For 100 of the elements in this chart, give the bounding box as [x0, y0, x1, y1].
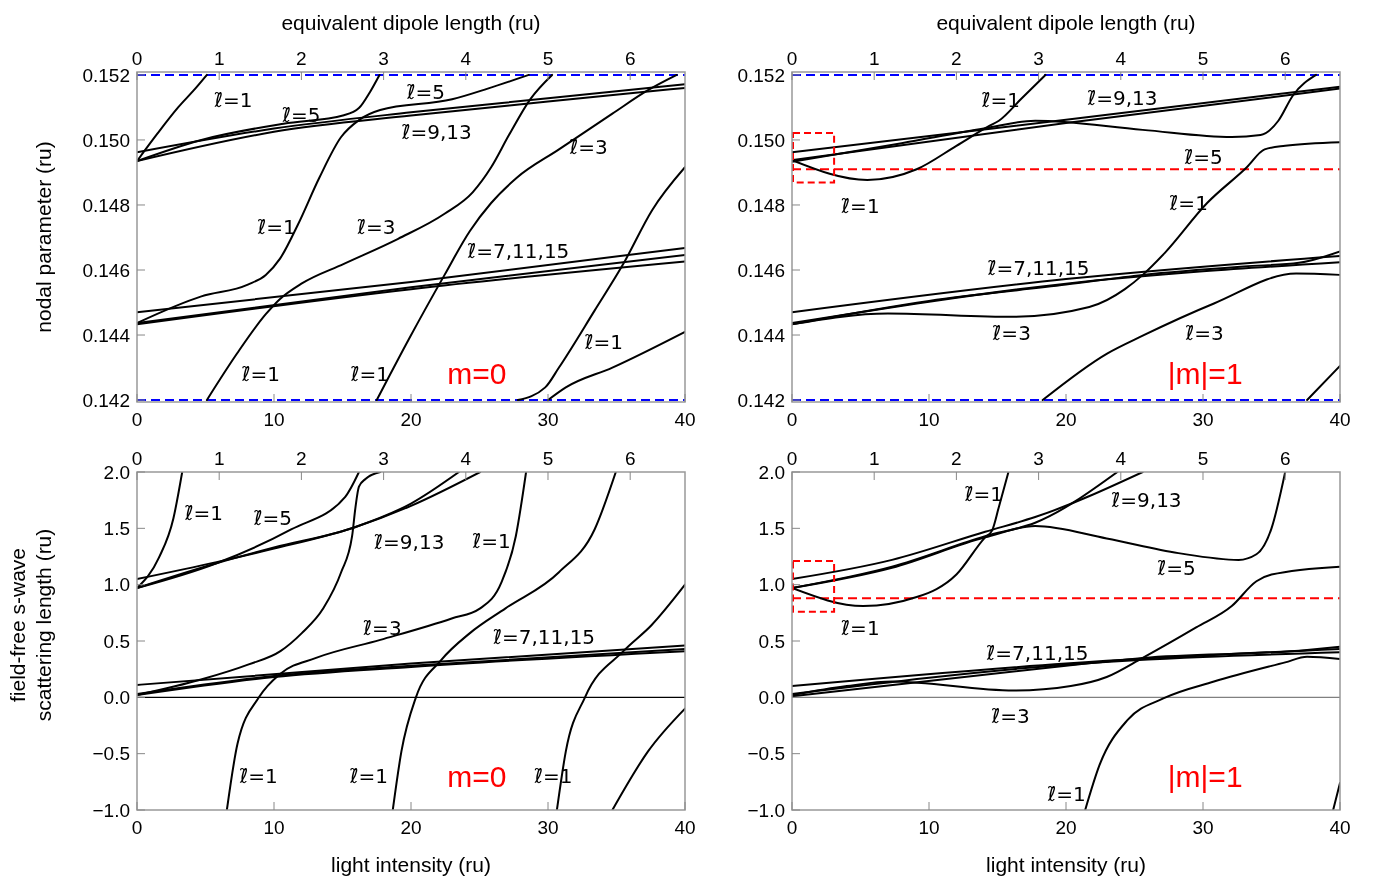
y-tick-label: 0.148 [737, 194, 785, 216]
annotation: ℓ̃=7,11,15 [492, 624, 596, 649]
annotation: ℓ̃=1 [471, 528, 511, 553]
x2-tick-label: 1 [868, 448, 880, 469]
x2-tick-label: 5 [542, 448, 554, 469]
x2-tick-label: 0 [131, 448, 143, 469]
y-tick-label: 0.0 [758, 686, 785, 708]
x2-tick-label: 3 [1033, 48, 1044, 69]
annotation: ℓ̃=1 [213, 88, 253, 113]
x-tick-label: 20 [1055, 817, 1077, 838]
annotation: ℓ̃=5 [406, 80, 445, 105]
annotation: ℓ̃=7,11,15 [466, 238, 570, 263]
annotation: ℓ̃=1 [257, 215, 296, 240]
x-tick-label: 40 [674, 409, 696, 430]
y-tick-label: 0.146 [737, 259, 785, 281]
annotation: ℓ̃=3 [362, 616, 402, 641]
x2-tick-label: 2 [296, 48, 307, 69]
annotation: ℓ̃=1 [981, 88, 1020, 113]
x2-tick-label: 5 [1197, 48, 1209, 69]
y-tick-label: 1.0 [103, 574, 130, 596]
x-tick-label: 10 [918, 409, 940, 430]
annotation: ℓ̃=9,13 [401, 120, 472, 145]
y-tick-label: 0.5 [103, 630, 130, 652]
x2-tick-label: 5 [1197, 448, 1209, 469]
y-tick-label: 0.148 [82, 194, 130, 216]
annotation: |m|=1 [1167, 357, 1243, 391]
annotation: ℓ̃=1 [349, 763, 388, 788]
annotation: m=0 [447, 759, 507, 793]
annotation: ℓ̃=1 [239, 763, 278, 788]
annotation: ℓ̃=1 [840, 616, 880, 641]
x2-tick-label: 0 [786, 48, 798, 69]
y-tick-label: 0.152 [737, 64, 785, 86]
x2-tick-label: 4 [460, 448, 472, 469]
y-tick-label: −0.5 [92, 743, 130, 765]
x2-tick-label: 5 [542, 48, 554, 69]
annotation: ℓ̃=5 [1183, 145, 1223, 170]
annotation: m=0 [447, 357, 507, 391]
y-tick-label: 1.5 [103, 517, 130, 539]
annotation: ℓ̃=5 [1157, 555, 1196, 580]
annotation: ℓ̃=1 [1169, 191, 1208, 216]
annotation: ℓ̃=1 [964, 481, 1003, 506]
x-tick-label: 0 [786, 409, 798, 430]
x2-tick-label: 4 [460, 48, 472, 69]
y-tick-label: 0.144 [82, 324, 131, 346]
y-tick-label: 2.0 [758, 461, 785, 483]
x2-tick-label: 4 [1115, 448, 1127, 469]
y-tick-label: −0.5 [747, 743, 785, 765]
y-tick-label: 2.0 [103, 461, 130, 483]
annotation: ℓ̃=3 [1185, 321, 1224, 346]
x2-tick-label: 3 [1033, 448, 1044, 469]
x-tick-label: 30 [537, 409, 559, 430]
annotation: ℓ̃=9,13 [1086, 86, 1158, 111]
y-tick-label: 1.5 [758, 517, 785, 539]
x2-tick-label: 1 [213, 48, 225, 69]
x2-tick-label: 1 [213, 448, 225, 469]
annotation: ℓ̃=1 [184, 500, 223, 525]
x2-tick-label: 1 [868, 48, 880, 69]
y-tick-label: 0.142 [82, 389, 130, 411]
x-tick-label: 0 [786, 817, 798, 838]
y-tick-label: 0.5 [758, 630, 785, 652]
y-tick-label: 0.142 [737, 389, 785, 411]
x2-tick-label: 6 [1279, 448, 1291, 469]
x-tick-label: 30 [537, 817, 559, 838]
annotation: ℓ̃=3 [356, 215, 396, 240]
annotation: ℓ̃=3 [568, 134, 608, 159]
x-tick-label: 10 [263, 817, 285, 838]
y-tick-label: 1.0 [758, 574, 785, 596]
annotation: ℓ̃=3 [992, 321, 1031, 346]
y-tick-label: −1.0 [747, 799, 785, 821]
y-axis-title: nodal parameter (ru) [32, 141, 55, 333]
x-tick-label: 20 [400, 409, 422, 430]
x-tick-label: 0 [131, 817, 143, 838]
x2-axis-title: equivalent dipole length (ru) [281, 11, 541, 34]
y-tick-label: 0.152 [82, 64, 130, 86]
x-tick-label: 40 [1329, 817, 1351, 838]
annotation: |m|=1 [1167, 759, 1243, 793]
y-tick-label: 0.0 [103, 686, 130, 708]
x-axis-title: light intensity (ru) [331, 853, 491, 876]
y-tick-label: 0.150 [82, 129, 130, 151]
x-tick-label: 20 [400, 817, 422, 838]
x-tick-label: 40 [674, 817, 696, 838]
x2-tick-label: 2 [296, 448, 307, 469]
x-tick-label: 40 [1329, 409, 1351, 430]
x2-tick-label: 6 [624, 448, 636, 469]
annotation: ℓ̃=7,11,15 [986, 641, 1089, 666]
x-tick-label: 10 [263, 409, 285, 430]
y-axis-title: field-free s-wave scattering length (ru) [6, 528, 55, 722]
annotation: ℓ̃=7,11,15 [987, 256, 1090, 281]
x2-tick-label: 6 [1279, 48, 1291, 69]
x-tick-label: 10 [918, 817, 940, 838]
annotation: ℓ̃=1 [241, 361, 280, 386]
x2-tick-label: 3 [378, 448, 389, 469]
x-axis-title: light intensity (ru) [986, 853, 1146, 876]
annotation: ℓ̃=1 [840, 193, 880, 218]
x-tick-label: 30 [1192, 817, 1214, 838]
x2-tick-label: 0 [786, 448, 798, 469]
x2-tick-label: 2 [951, 48, 962, 69]
x-tick-label: 20 [1055, 409, 1077, 430]
y-tick-label: 0.150 [737, 129, 785, 151]
x2-axis-title: equivalent dipole length (ru) [936, 11, 1196, 34]
